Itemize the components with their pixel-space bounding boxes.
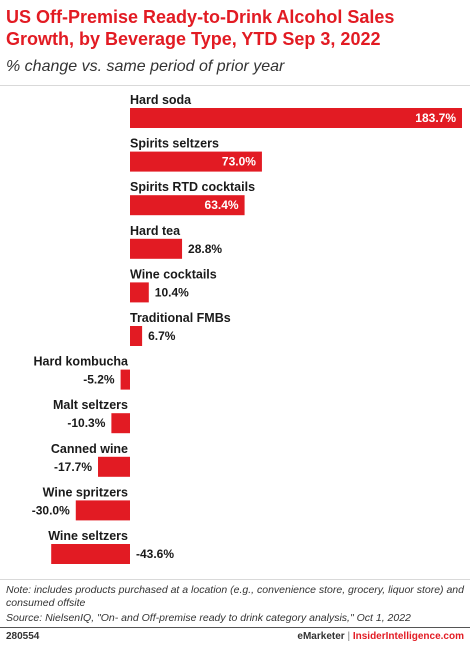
bar-hard-tea [130, 238, 183, 259]
bar-wine-spritzers [75, 500, 130, 521]
value-label-wine-spritzers: -30.0% [32, 503, 70, 517]
chart-note: Note: includes products purchased at a l… [6, 584, 464, 609]
category-label-hard-kombucha: Hard kombucha [34, 355, 130, 369]
chart-source: Source: NielsenIQ, "On- and Off-premise … [6, 612, 411, 624]
value-label-hard-kombucha: -5.2% [83, 373, 115, 387]
value-label-wine-seltzers: -43.6% [136, 547, 174, 561]
value-label-malt-seltzers: -10.3% [67, 416, 105, 430]
footer-divider [0, 627, 470, 628]
value-label-spirits-seltzers: 73.0% [222, 155, 256, 169]
category-label-canned-wine: Canned wine [51, 442, 128, 456]
chart-title: US Off-Premise Ready-to-Drink Alcohol Sa… [6, 7, 395, 49]
category-label-traditional-fmbs: Traditional FMBs [130, 311, 231, 325]
category-label-wine-seltzers: Wine seltzers [48, 529, 128, 543]
value-label-canned-wine: -17.7% [54, 460, 92, 474]
brand-footer: eMarketer | InsiderIntelligence.com [297, 631, 464, 642]
top-divider [0, 85, 470, 86]
category-label-hard-tea: Hard tea [130, 224, 181, 238]
bar-malt-seltzers [111, 413, 130, 434]
bottom-divider [0, 579, 470, 580]
chart-subtitle: % change vs. same period of prior year [6, 58, 285, 75]
category-label-spirits-rtd-cocktails: Spirits RTD cocktails [130, 180, 255, 194]
category-label-malt-seltzers: Malt seltzers [53, 398, 128, 412]
bar-hard-kombucha [120, 369, 130, 390]
value-label-spirits-rtd-cocktails: 63.4% [205, 198, 239, 212]
bar-wine-seltzers [51, 544, 130, 564]
category-label-spirits-seltzers: Spirits seltzers [130, 137, 219, 151]
category-label-wine-cocktails: Wine cocktails [130, 267, 217, 281]
category-label-hard-soda: Hard soda [130, 93, 192, 107]
brand-insider-intelligence: InsiderIntelligence.com [352, 631, 464, 642]
bar-hard-soda [130, 108, 462, 128]
bar-wine-cocktails [130, 282, 149, 303]
bar-spirits-rtd-cocktails [130, 195, 245, 216]
category-label-wine-spritzers: Wine spritzers [43, 485, 128, 499]
brand-separator: | [347, 631, 351, 642]
value-label-hard-soda: 183.7% [415, 111, 456, 125]
bar-spirits-seltzers [130, 151, 262, 172]
value-label-hard-tea: 28.8% [188, 242, 222, 256]
bar-traditional-fmbs [130, 326, 143, 346]
chart-id: 280554 [6, 631, 40, 642]
value-label-wine-cocktails: 10.4% [155, 285, 189, 299]
brand-emarketer: eMarketer [297, 631, 345, 642]
value-label-traditional-fmbs: 6.7% [148, 329, 176, 343]
bar-canned-wine [98, 456, 130, 477]
